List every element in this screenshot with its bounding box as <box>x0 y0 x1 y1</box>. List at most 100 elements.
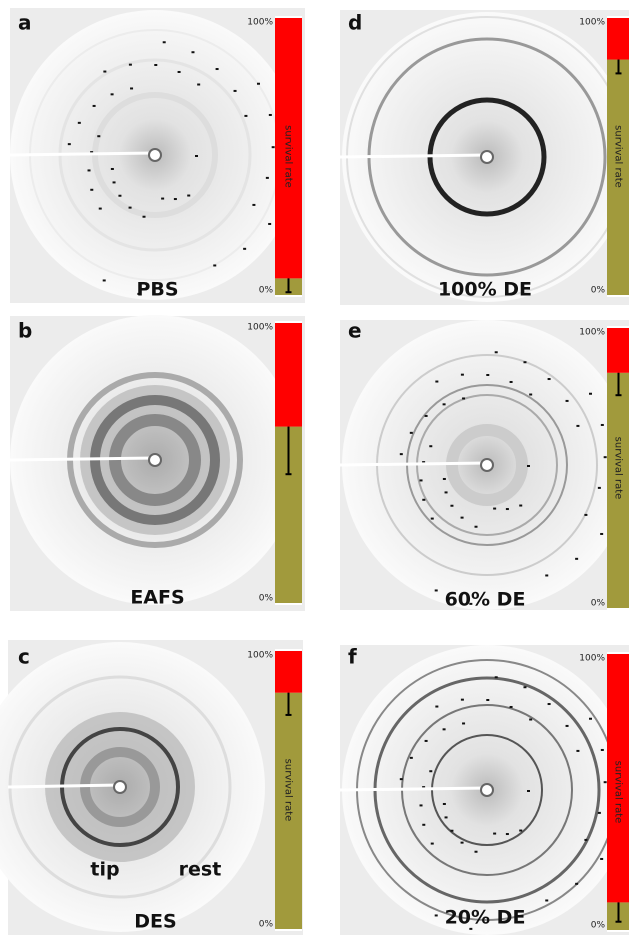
diffraction-spot <box>598 812 601 814</box>
diffraction-spot <box>506 508 509 510</box>
panel-letter: d <box>348 11 362 35</box>
diffraction-spot <box>420 804 423 806</box>
y-axis-label: survival rate <box>613 437 624 500</box>
diffraction-spot <box>400 778 403 780</box>
diffraction-spot <box>529 394 532 396</box>
diffraction-spot <box>216 68 219 70</box>
panel-letter: f <box>348 645 357 669</box>
diffraction-spot <box>475 526 478 528</box>
diffraction-spot <box>244 115 247 117</box>
diffraction-spot <box>435 706 438 708</box>
diffraction-spot <box>493 508 496 510</box>
diffraction-spot <box>111 168 114 170</box>
diffraction-spot <box>269 114 272 116</box>
diffraction-spot <box>268 223 271 225</box>
diffraction-spot <box>422 499 425 501</box>
diffraction-spot <box>272 146 275 148</box>
diffraction-spot <box>410 757 413 759</box>
diffraction-spot <box>523 361 526 363</box>
bar-segment <box>275 651 302 693</box>
diffraction-spot <box>234 90 237 92</box>
diffraction-spot <box>450 830 453 832</box>
panel-letter: c <box>18 645 30 669</box>
diffraction-spot <box>529 719 532 721</box>
panel-letter: a <box>18 11 32 35</box>
diffraction-spot <box>576 425 579 427</box>
diffraction-spot <box>575 883 578 885</box>
diffraction-spot <box>68 143 71 145</box>
diffraction-spot <box>161 198 164 200</box>
diffraction-spot <box>548 703 551 705</box>
annotation: rest <box>179 859 222 881</box>
beamstop <box>340 155 487 157</box>
diffraction-spot <box>257 83 260 85</box>
diffraction-spot <box>266 177 269 179</box>
condition-label: 100% DE <box>438 279 532 301</box>
y-axis-label: survival rate <box>613 761 624 824</box>
diffraction-spot <box>589 393 592 395</box>
diffraction-spot <box>589 718 592 720</box>
diffraction-spot <box>174 198 177 200</box>
diffraction-spot <box>548 378 551 380</box>
beam-center <box>481 459 493 471</box>
diffraction-spot <box>143 216 146 218</box>
diffraction-spot <box>462 397 465 399</box>
diffraction-spot <box>435 381 438 383</box>
beam-center <box>149 454 161 466</box>
beamstop <box>8 785 120 787</box>
diffraction-spot <box>584 839 587 841</box>
y-tick-label: 0% <box>591 921 606 931</box>
beamstop <box>10 458 155 460</box>
diffraction-spot <box>435 914 438 916</box>
bar-segment <box>275 323 302 427</box>
diffraction-spot <box>604 781 607 783</box>
diffraction-spot <box>604 456 607 458</box>
diffraction-spot <box>129 207 132 209</box>
diffraction-spot <box>443 403 446 405</box>
diffraction-spot <box>443 803 446 805</box>
y-tick-label: 0% <box>259 594 274 604</box>
panel-letter: e <box>348 319 362 343</box>
diffraction-spot <box>431 518 434 520</box>
beamstop <box>340 788 487 790</box>
diffraction-spot <box>450 505 453 507</box>
diffraction-spot <box>191 51 194 53</box>
diffraction-spot <box>510 706 513 708</box>
diffraction-spot <box>461 842 464 844</box>
diffraction-spot <box>243 248 246 250</box>
diffraction-spot <box>113 181 116 183</box>
diffraction-spot <box>566 725 569 727</box>
diffraction-spot <box>493 833 496 835</box>
diffraction-spot <box>461 374 464 376</box>
diffraction-spot <box>252 204 255 206</box>
beamstop <box>10 153 155 155</box>
diffraction-spot <box>130 87 133 89</box>
diffraction-spot <box>154 64 157 66</box>
y-tick-label: 100% <box>579 18 605 28</box>
diffraction-spot <box>425 740 428 742</box>
diffraction-spot <box>600 858 603 860</box>
y-tick-label: 100% <box>247 323 273 333</box>
diffraction-spot <box>576 750 579 752</box>
diffraction-spot <box>97 135 100 137</box>
diffraction-spot <box>566 400 569 402</box>
diffraction-spot <box>443 478 446 480</box>
diffraction-spot <box>429 445 432 447</box>
diffraction-spot <box>103 71 106 73</box>
diffraction-spot <box>527 465 530 467</box>
diffraction-spot <box>486 374 489 376</box>
diffraction-spot <box>523 686 526 688</box>
diffraction-spot <box>420 479 423 481</box>
condition-label: DES <box>134 911 176 933</box>
diffraction-spot <box>510 381 513 383</box>
y-tick-label: 0% <box>259 920 274 930</box>
diffraction-spot <box>601 749 604 751</box>
diffraction-spot <box>519 830 522 832</box>
beam-center <box>481 784 493 796</box>
beam-center <box>481 151 493 163</box>
diffraction-spot <box>187 195 190 197</box>
diffraction-spot <box>197 84 200 86</box>
figure: aPBS0%100%survival ratebEAFS0%100%cDESti… <box>0 0 629 935</box>
beam-center <box>114 781 126 793</box>
diffraction-spot <box>445 816 448 818</box>
